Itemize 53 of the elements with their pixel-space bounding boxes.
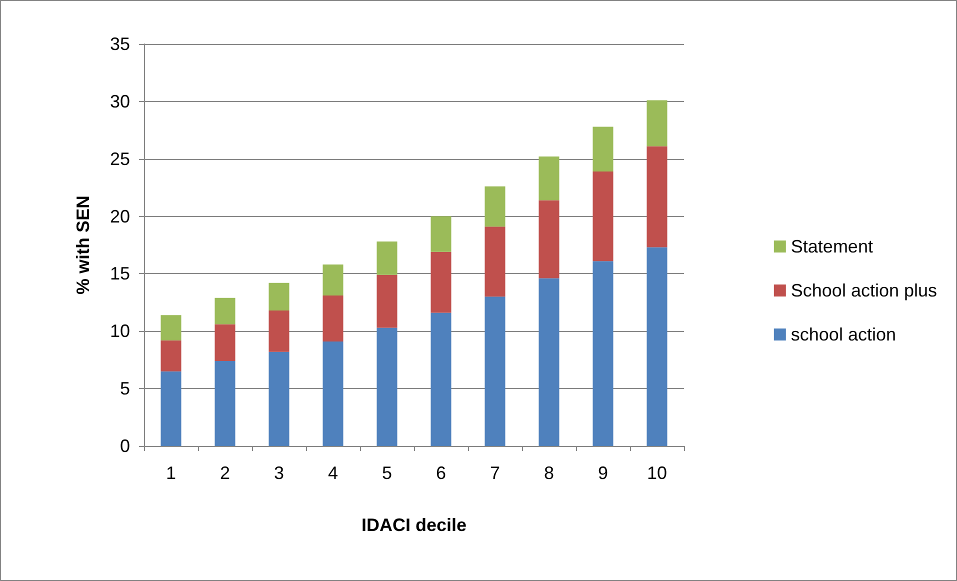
x-tick-label: 1 [166, 463, 176, 483]
y-tick-label: 0 [120, 436, 130, 456]
x-tick-label: 4 [328, 463, 338, 483]
bar [646, 100, 668, 146]
bar [376, 242, 398, 275]
bar [214, 361, 236, 446]
bar [538, 278, 560, 446]
bar [160, 371, 182, 446]
bar [430, 216, 452, 252]
bar [268, 310, 290, 352]
bar [214, 298, 236, 324]
y-tick-label: 35 [110, 34, 130, 54]
y-tick-label: 20 [110, 206, 130, 226]
bar [484, 186, 506, 227]
x-tick-label: 7 [490, 463, 500, 483]
legend-label: school action [790, 324, 896, 344]
x-tick-label: 6 [436, 463, 446, 483]
legend-label: Statement [790, 236, 873, 256]
bar [484, 296, 506, 446]
bar [322, 341, 344, 446]
y-tick-label: 25 [110, 148, 130, 169]
x-tick-label: 5 [382, 463, 392, 483]
bar [322, 264, 344, 296]
legend-label: School action plus [790, 280, 937, 300]
y-tick-label: 10 [110, 321, 130, 342]
bar [376, 274, 398, 328]
bar [430, 312, 452, 446]
x-tick-label: 9 [598, 463, 608, 483]
y-axis-title: % with SEN [73, 195, 93, 295]
bar [160, 315, 182, 340]
y-tick-label: 30 [110, 91, 130, 112]
bar [376, 328, 398, 446]
bar [538, 200, 560, 278]
bar [646, 146, 668, 248]
bar [538, 156, 560, 200]
bar [646, 247, 668, 446]
x-tick-label: 10 [646, 463, 668, 483]
bar [268, 352, 290, 446]
x-axis-title: IDACI decile [361, 515, 467, 535]
x-tick-label: 2 [220, 463, 230, 483]
x-tick-label: 3 [274, 463, 284, 483]
bar [430, 252, 452, 313]
bar [592, 261, 614, 446]
bar [160, 340, 182, 372]
bar [592, 126, 614, 172]
bar [484, 226, 506, 297]
bar [592, 171, 614, 262]
bar [214, 324, 236, 362]
y-tick-label: 15 [110, 264, 130, 284]
x-tick-label: 8 [544, 463, 554, 483]
bar [268, 282, 290, 310]
y-tick-label: 5 [120, 378, 130, 399]
bar [322, 296, 344, 342]
